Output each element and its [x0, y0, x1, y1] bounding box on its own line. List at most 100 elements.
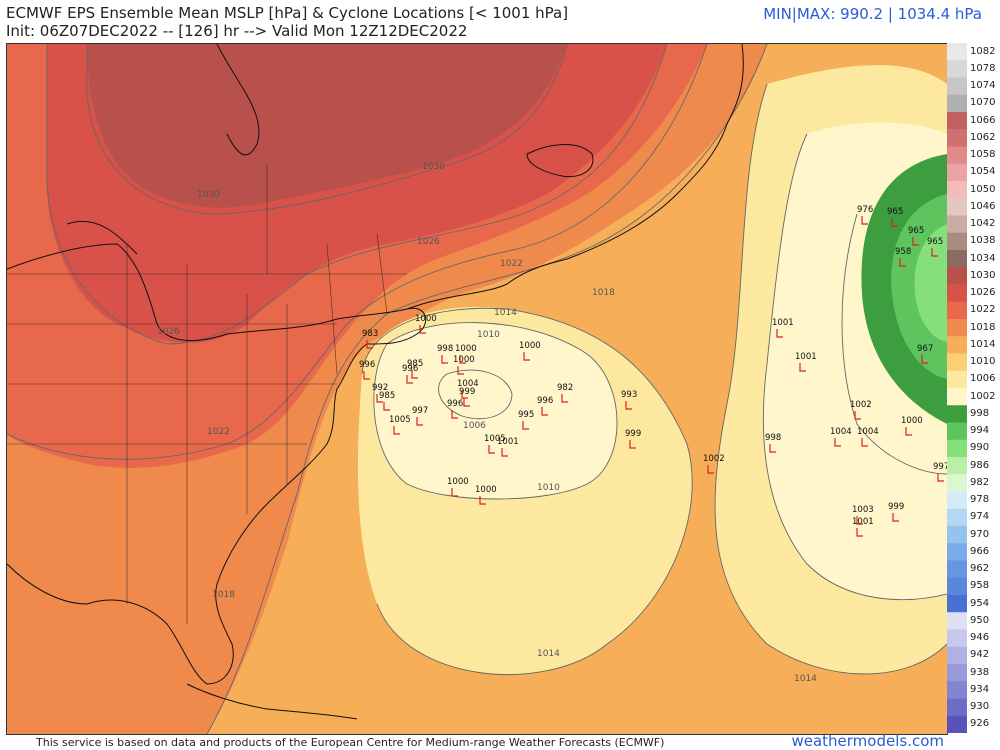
colorbar-swatch [947, 43, 967, 61]
colorbar-swatch [947, 388, 967, 406]
cyclone-marker: 1004 [457, 379, 479, 399]
colorbar-swatch [947, 681, 967, 699]
low-marker [488, 445, 495, 454]
cyclone-marker: 992 [372, 383, 388, 403]
site-credit[interactable]: weathermodels.com [791, 732, 944, 750]
low-marker [463, 398, 470, 407]
colorbar-label: 1058 [970, 149, 996, 161]
colorbar-label: 934 [970, 683, 990, 695]
colorbar-label: 994 [970, 425, 990, 437]
colorbar-swatch [947, 491, 967, 510]
cyclone-pressure-label: 1000 [447, 477, 469, 487]
colorbar-swatch [947, 232, 967, 251]
isobar-label: 1030 [197, 190, 220, 200]
cyclone-marker: 997 [933, 462, 947, 482]
colorbar-label: 1006 [970, 373, 996, 385]
init-valid-line: Init: 06Z07DEC2022 -- [126] hr --> Valid… [6, 22, 468, 40]
cyclone-pressure-label: 965 [908, 226, 924, 236]
cyclone-marker: 1000 [519, 341, 541, 361]
low-marker [861, 216, 868, 225]
colorbar-label: 1026 [970, 287, 996, 299]
isobar-1014-a [361, 307, 508, 375]
coastlines [7, 44, 744, 720]
cyclone-pressure-label: 999 [625, 429, 641, 439]
cyclone-pressure-label: 985 [407, 359, 423, 369]
low-marker [854, 411, 861, 420]
low-marker [937, 473, 944, 482]
isobar-east-1010 [763, 133, 947, 600]
low-marker [459, 355, 466, 364]
colorbar-label: 1054 [970, 166, 996, 178]
low-marker [921, 355, 928, 364]
cyclone-marker: 1000 [415, 314, 437, 334]
low-marker [461, 390, 468, 399]
colorbar-swatch [947, 698, 967, 717]
low-marker [383, 402, 390, 411]
cyclone-pressure-label: 999 [888, 502, 904, 512]
cyclone-marker: 997 [412, 406, 428, 426]
cyclone-pressure-label: 1000 [415, 314, 437, 324]
low-marker [366, 340, 373, 349]
cyclone-pressure-label: 992 [372, 383, 388, 393]
low-marker [834, 438, 841, 447]
colorbar-label: 962 [970, 563, 990, 575]
cyclone-marker: 996 [447, 399, 463, 419]
cyclone-marker: 999 [459, 387, 475, 407]
cyclone-marker: 1005 [484, 434, 506, 454]
cyclone-pressure-label: 982 [557, 383, 573, 393]
colorbar-label: 966 [970, 545, 990, 557]
colorbar-swatch [947, 508, 967, 527]
low-marker [419, 325, 426, 334]
cyclone-pressure-label: 958 [895, 247, 911, 257]
low-marker [912, 237, 919, 246]
colorbar-label: 998 [970, 407, 990, 419]
isobar-label: 1006 [463, 421, 486, 431]
cyclone-marker: 1002 [703, 454, 725, 474]
cyclone-marker: 999 [888, 502, 904, 522]
isobar-label: 1030 [422, 162, 445, 172]
colorbar-swatch [947, 474, 967, 492]
cyclone-pressure-label: 997 [412, 406, 428, 416]
cyclone-marker: 985 [407, 359, 423, 379]
ecmwf-disclaimer: This service is based on data and produc… [36, 736, 665, 749]
cyclone-marker: 1001 [795, 352, 817, 372]
isobar-label: 1022 [500, 259, 523, 269]
field-1006-band [373, 322, 617, 499]
low-marker [406, 375, 413, 384]
cyclone-pressure-label: 983 [362, 329, 378, 339]
isobar-east-1014 [714, 83, 947, 675]
low-marker [441, 355, 448, 364]
cyclone-pressure-label: 1001 [852, 517, 874, 527]
colorbar-swatch [947, 94, 967, 113]
cyclone-pressure-label: 1004 [457, 379, 479, 389]
low-marker [707, 465, 714, 474]
colorbar-swatch [947, 163, 967, 182]
cyclone-pressure-label: 1000 [455, 344, 477, 354]
low-marker [479, 496, 486, 505]
cyclone-marker: 1004 [830, 427, 852, 447]
colorbar-label: 930 [970, 701, 990, 713]
low-marker [501, 448, 508, 457]
colorbar-label: 942 [970, 649, 990, 661]
cyclone-marker: 1000 [447, 477, 469, 497]
cyclone-marker: 965 [908, 226, 924, 246]
cyclone-pressure-label: 967 [917, 344, 933, 354]
colorbar-label: 974 [970, 511, 990, 523]
cyclone-pressure-label: 965 [887, 207, 903, 217]
colorbar-swatch [947, 370, 967, 389]
colorbar-swatch [947, 198, 967, 216]
low-marker [416, 417, 423, 426]
isobar-1022 [7, 44, 708, 460]
low-marker [891, 218, 898, 227]
low-marker [451, 488, 458, 497]
cyclone-pressure-label: 1000 [453, 355, 475, 365]
cyclone-pressure-label: 976 [857, 205, 873, 215]
colorbar-label: 1074 [970, 80, 996, 92]
low-marker [363, 371, 370, 380]
colorbar-swatch [947, 336, 967, 354]
colorbar-swatch [947, 301, 967, 320]
colorbar-label: 1038 [970, 235, 996, 247]
colorbar-label: 986 [970, 459, 990, 471]
colorbar-swatch [947, 457, 967, 475]
cyclone-pressure-label: 1000 [901, 416, 923, 426]
